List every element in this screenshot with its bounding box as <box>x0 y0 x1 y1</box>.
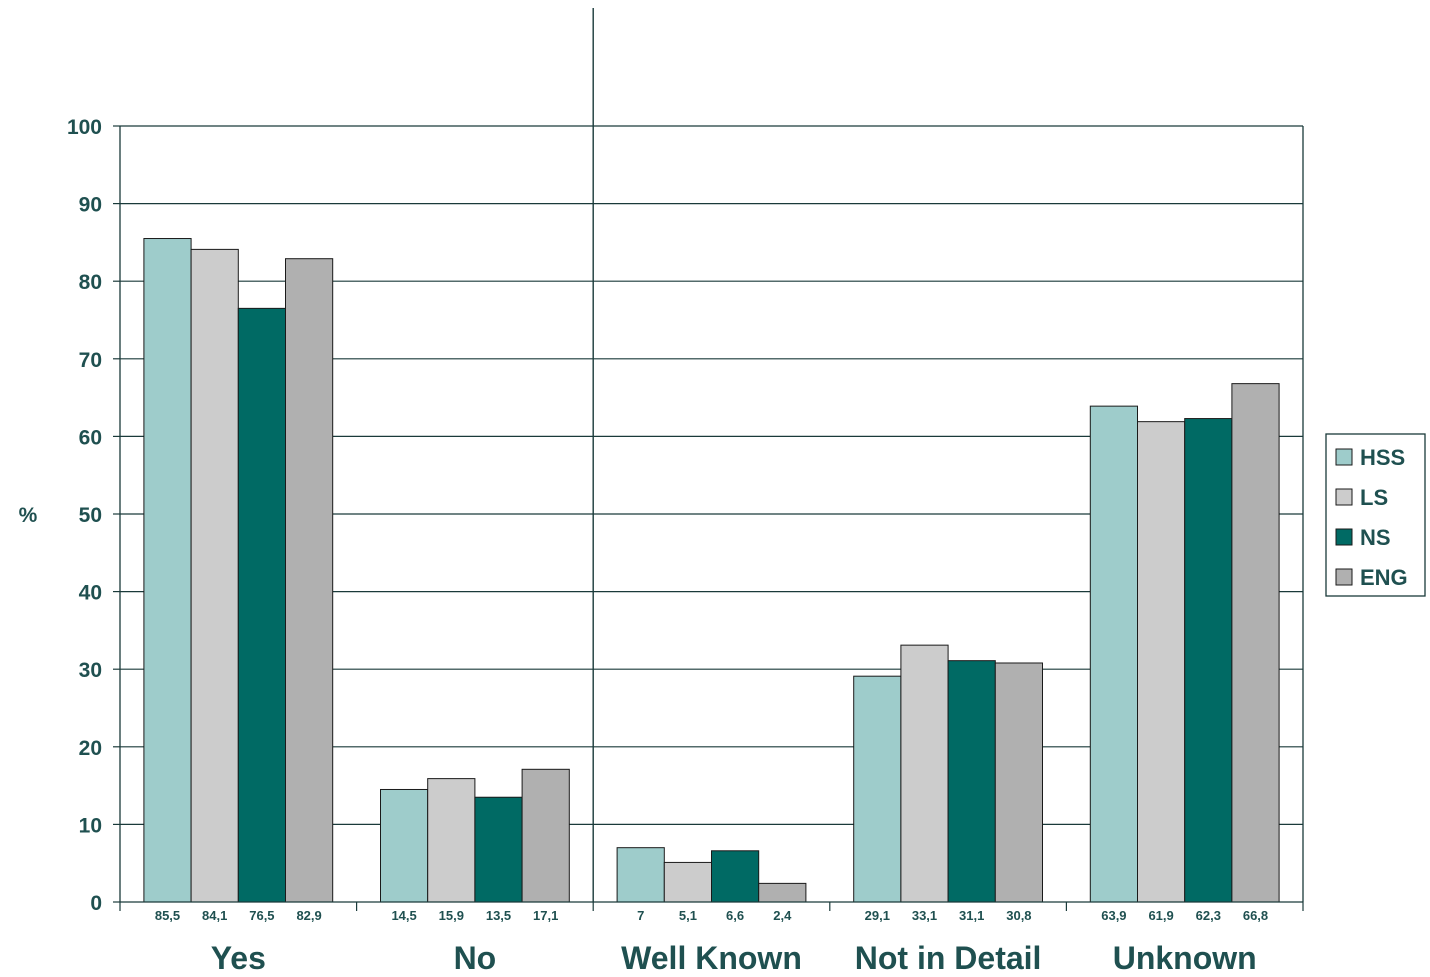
legend-label: NS <box>1360 525 1391 550</box>
value-label: 31,1 <box>959 908 984 923</box>
legend-label: HSS <box>1360 445 1405 470</box>
y-tick-label: 50 <box>79 504 102 527</box>
legend: HSS LS NS ENG <box>1325 433 1426 597</box>
y-tick-label: 70 <box>79 349 102 372</box>
legend-swatch <box>1335 488 1353 506</box>
y-tick-label: 60 <box>79 426 102 449</box>
value-label: 82,9 <box>296 908 321 923</box>
value-label: 30,8 <box>1006 908 1031 923</box>
category-label: Not in Detail <box>855 940 1042 976</box>
value-labels-layer: 85,5 84,1 76,5 82,9 14,5 15,9 13,5 17,1 7 5,1 6,6 2… <box>155 908 1268 923</box>
bar-ls-well-known <box>663 861 712 903</box>
bar-ls-not-in-detail <box>900 644 949 903</box>
bar-hss-not-in-detail <box>853 675 902 903</box>
y-tick-label: 90 <box>79 194 102 217</box>
legend-label: LS <box>1360 485 1388 510</box>
value-label: 61,9 <box>1148 908 1173 923</box>
bar-eng-unknown <box>1231 383 1280 903</box>
legend-swatch <box>1335 448 1353 466</box>
category-label: No <box>454 940 497 976</box>
value-label: 62,3 <box>1196 908 1221 923</box>
value-label: 17,1 <box>533 908 558 923</box>
category-label: Well Known <box>621 940 802 976</box>
bar-hss-unknown <box>1089 405 1139 903</box>
y-tick-labels-layer: 0 10 20 30 40 50 60 70 80 90 100 <box>67 116 102 915</box>
value-label: 7 <box>637 908 644 923</box>
y-tick-label: 10 <box>79 814 102 837</box>
value-label: 63,9 <box>1101 908 1126 923</box>
y-tick-label: 40 <box>79 582 102 605</box>
y-tick-label: 30 <box>79 659 102 682</box>
legend-label: ENG <box>1360 565 1408 590</box>
legend-swatch <box>1335 568 1353 586</box>
value-label: 6,6 <box>726 908 744 923</box>
bar-eng-no <box>521 768 570 903</box>
bar-ns-well-known <box>711 850 760 903</box>
bar-ls-unknown <box>1137 421 1186 903</box>
y-tick-label: 100 <box>67 116 102 139</box>
bar-eng-yes <box>285 258 334 903</box>
value-label: 84,1 <box>202 908 227 923</box>
value-label: 76,5 <box>249 908 274 923</box>
axes-layer <box>113 8 1304 911</box>
bar-ns-unknown <box>1184 418 1233 903</box>
value-label: 33,1 <box>912 908 937 923</box>
bar-eng-well-known <box>758 882 807 903</box>
value-label: 29,1 <box>865 908 890 923</box>
bar-hss-yes <box>143 238 192 903</box>
y-axis-label: % <box>19 504 38 527</box>
category-label: Unknown <box>1113 940 1257 976</box>
value-label: 14,5 <box>391 908 416 923</box>
bar-ns-yes <box>237 307 287 903</box>
value-label: 66,8 <box>1243 908 1268 923</box>
bar-hss-no <box>380 788 429 903</box>
value-label: 15,9 <box>439 908 464 923</box>
bar-eng-not-in-detail <box>994 662 1043 903</box>
bar-ls-yes <box>190 248 239 903</box>
bar-ns-not-in-detail <box>947 660 996 903</box>
category-labels-layer: Yes No Well Known Not in Detail Unknown <box>211 940 1257 976</box>
y-tick-label: 80 <box>79 271 102 294</box>
value-label: 2,4 <box>773 908 792 923</box>
bar-ls-no <box>427 778 476 903</box>
y-tick-label: 20 <box>79 737 102 760</box>
category-label: Yes <box>211 940 266 976</box>
bar-hss-well-known <box>616 847 665 903</box>
y-tick-label: 0 <box>90 892 102 915</box>
value-label: 85,5 <box>155 908 180 923</box>
value-label: 5,1 <box>679 908 697 923</box>
bar-ns-no <box>474 796 523 903</box>
legend-swatch <box>1335 528 1353 546</box>
bars-layer <box>143 238 1280 903</box>
value-label: 13,5 <box>486 908 511 923</box>
